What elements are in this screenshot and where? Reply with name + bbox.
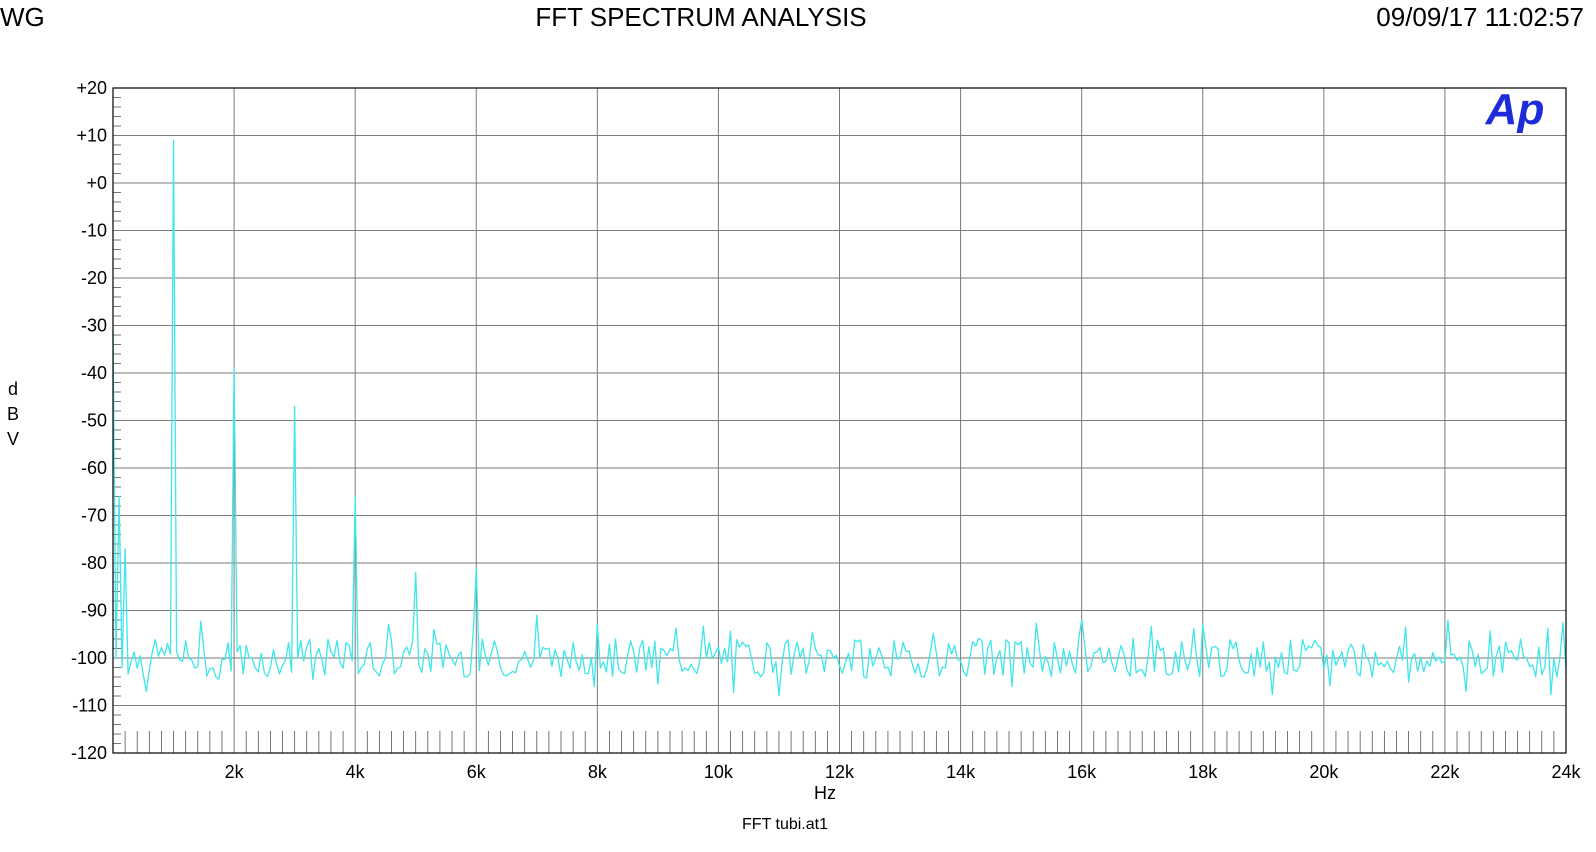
y-tick-label: -40 xyxy=(81,363,107,383)
x-tick-label: 6k xyxy=(467,762,487,782)
y-tick-labels: +20 +10 +0 -10 -20 -30 -40 -50 -60 -70 -80 -90 -100 -… xyxy=(71,78,107,763)
header-left-label: WG xyxy=(0,2,45,32)
x-tick-label: 24k xyxy=(1551,762,1581,782)
x-tick-label: 10k xyxy=(704,762,734,782)
x-tick-label: 16k xyxy=(1067,762,1097,782)
y-tick-label: -20 xyxy=(81,268,107,288)
spectrum-trace-group xyxy=(112,139,1567,697)
y-tick-label: -10 xyxy=(81,221,107,241)
x-tick-label: 18k xyxy=(1188,762,1218,782)
x-tick-label: 22k xyxy=(1430,762,1460,782)
ap-logo: Ap xyxy=(1485,85,1545,134)
spectrum-trace xyxy=(112,139,1567,697)
x-tick-label: 8k xyxy=(588,762,608,782)
y-axis-label-d: d xyxy=(8,379,18,399)
y-tick-label: -50 xyxy=(81,411,107,431)
x-axis-label: Hz xyxy=(814,783,836,803)
plot-frame xyxy=(112,87,1567,754)
y-tick-label: -110 xyxy=(72,696,107,716)
y-tick-label: -120 xyxy=(71,743,107,763)
y-tick-label: -100 xyxy=(71,648,107,668)
x-tick-label: 2k xyxy=(225,762,245,782)
y-tick-label: -70 xyxy=(81,506,107,526)
y-tick-label: +10 xyxy=(76,126,107,146)
x-tick-label: 12k xyxy=(825,762,855,782)
timestamp: 09/09/17 11:02:57 xyxy=(1376,2,1584,32)
y-axis-label-v: V xyxy=(7,429,19,449)
y-tick-label: -90 xyxy=(81,601,107,621)
y-tick-label: -30 xyxy=(81,316,107,336)
x-tick-label: 20k xyxy=(1309,762,1339,782)
y-tick-label: -80 xyxy=(81,553,107,573)
y-tick-label: +0 xyxy=(86,173,107,193)
page-title: FFT SPECTRUM ANALYSIS xyxy=(535,2,867,32)
y-axis-label-b: B xyxy=(7,404,19,424)
y-tick-label: -60 xyxy=(81,458,107,478)
y-tick-label: +20 xyxy=(76,78,107,98)
x-tick-labels: 2k 4k 6k 8k 10k 12k 14k 16k 18k 20k 22k 24k xyxy=(225,762,1582,782)
file-name: FFT tubi.at1 xyxy=(742,816,828,833)
minor-ticks xyxy=(113,97,1555,753)
x-tick-label: 14k xyxy=(946,762,976,782)
x-tick-label: 4k xyxy=(346,762,366,782)
